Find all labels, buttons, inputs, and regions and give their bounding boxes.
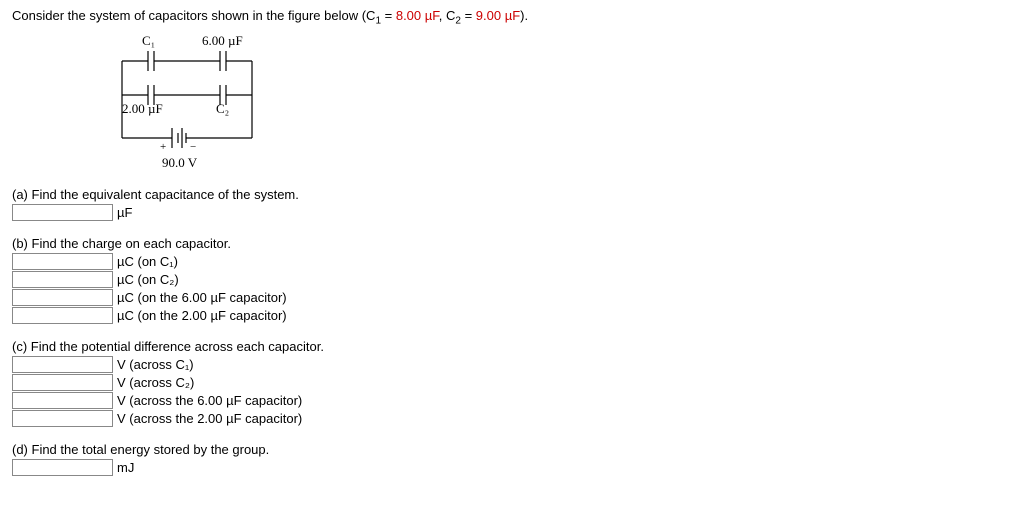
answer-b-6uf[interactable] — [12, 289, 113, 306]
answer-c-c2[interactable] — [12, 374, 113, 391]
battery-plus: + — [160, 141, 166, 153]
c2-value: 9.00 — [476, 8, 501, 23]
answer-b-c1[interactable] — [12, 253, 113, 270]
circuit-diagram: C₁ 6.00 µF 2.00 µF C₂ + − 90.0 V — [102, 33, 332, 173]
part-b-title: (b) Find the charge on each capacitor. — [12, 236, 1012, 251]
part-c-title: (c) Find the potential difference across… — [12, 339, 1012, 354]
label-c2: C₂ — [216, 101, 229, 117]
answer-b-2uf[interactable] — [12, 307, 113, 324]
part-d-title: (d) Find the total energy stored by the … — [12, 442, 1012, 457]
answer-c-2uf[interactable] — [12, 410, 113, 427]
unit-a: µF — [117, 205, 132, 220]
part-c: (c) Find the potential difference across… — [12, 339, 1012, 428]
answer-b-c2[interactable] — [12, 271, 113, 288]
problem-prompt: Consider the system of capacitors shown … — [12, 8, 1012, 27]
answer-c-c1[interactable] — [12, 356, 113, 373]
label-2uf: 2.00 µF — [122, 101, 163, 117]
answer-d[interactable] — [12, 459, 113, 476]
battery-minus: − — [190, 141, 196, 153]
c1-value: 8.00 — [396, 8, 421, 23]
part-b: (b) Find the charge on each capacitor. µ… — [12, 236, 1012, 325]
answer-c-6uf[interactable] — [12, 392, 113, 409]
part-a: (a) Find the equivalent capacitance of t… — [12, 187, 1012, 222]
unit-d: mJ — [117, 460, 134, 475]
part-a-title: (a) Find the equivalent capacitance of t… — [12, 187, 1012, 202]
label-c1: C₁ — [142, 33, 155, 49]
answer-a[interactable] — [12, 204, 113, 221]
label-6uf: 6.00 µF — [202, 33, 243, 49]
prompt-text: Consider the system of capacitors shown … — [12, 8, 375, 23]
label-voltage: 90.0 V — [162, 155, 197, 171]
part-d: (d) Find the total energy stored by the … — [12, 442, 1012, 477]
